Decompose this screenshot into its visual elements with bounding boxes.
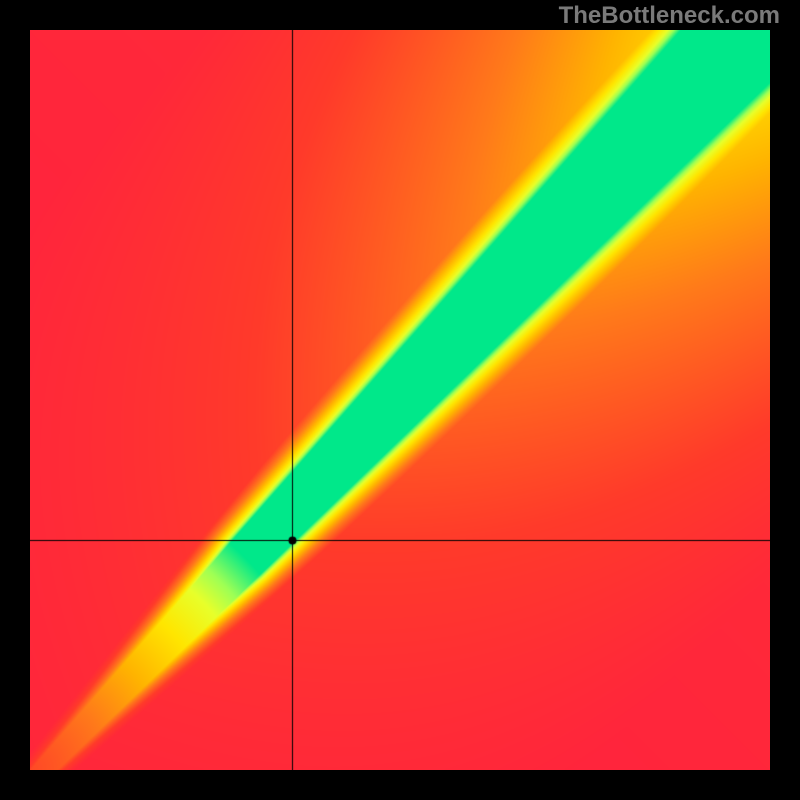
watermark-text: TheBottleneck.com: [559, 2, 780, 30]
chart-container: TheBottleneck.com: [0, 0, 800, 800]
bottleneck-heatmap: [30, 30, 770, 770]
